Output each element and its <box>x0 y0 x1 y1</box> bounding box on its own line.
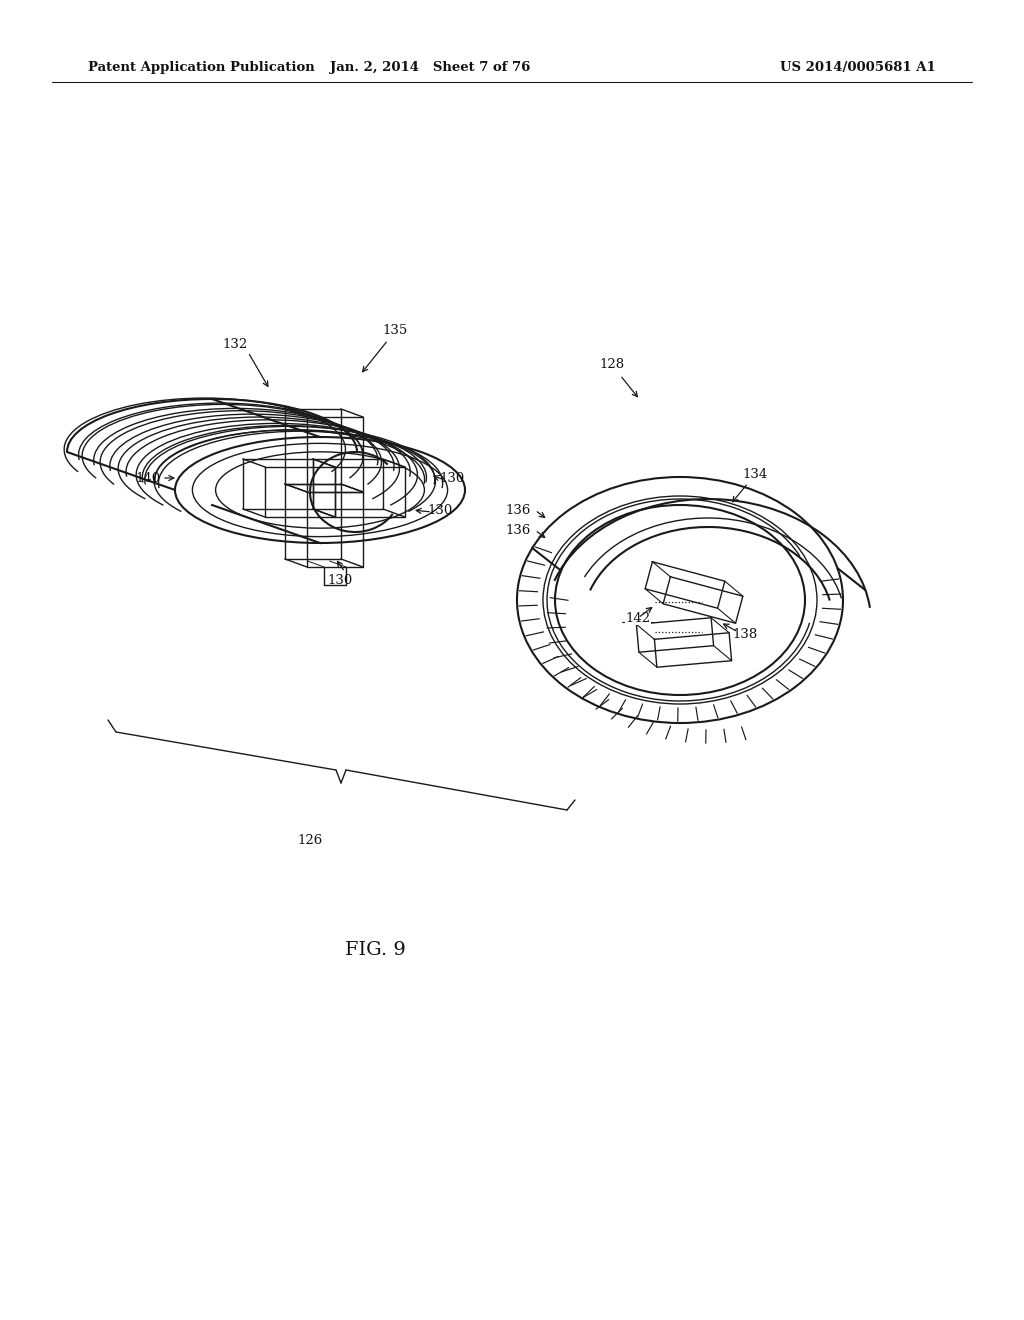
Text: 134: 134 <box>742 469 768 482</box>
Text: 142: 142 <box>626 611 650 624</box>
Text: 132: 132 <box>222 338 248 351</box>
Text: 136: 136 <box>505 503 530 516</box>
Text: 138: 138 <box>732 628 758 642</box>
Text: 136: 136 <box>505 524 530 536</box>
Text: Jan. 2, 2014   Sheet 7 of 76: Jan. 2, 2014 Sheet 7 of 76 <box>330 62 530 74</box>
Text: 135: 135 <box>382 323 408 337</box>
Text: 130: 130 <box>427 503 453 516</box>
Text: US 2014/0005681 A1: US 2014/0005681 A1 <box>780 62 936 74</box>
Text: 130: 130 <box>439 471 465 484</box>
Text: Patent Application Publication: Patent Application Publication <box>88 62 314 74</box>
Text: 130: 130 <box>328 573 352 586</box>
Text: 126: 126 <box>297 833 323 846</box>
Text: 140: 140 <box>135 471 161 484</box>
Text: FIG. 9: FIG. 9 <box>344 941 406 960</box>
Text: 128: 128 <box>599 359 625 371</box>
